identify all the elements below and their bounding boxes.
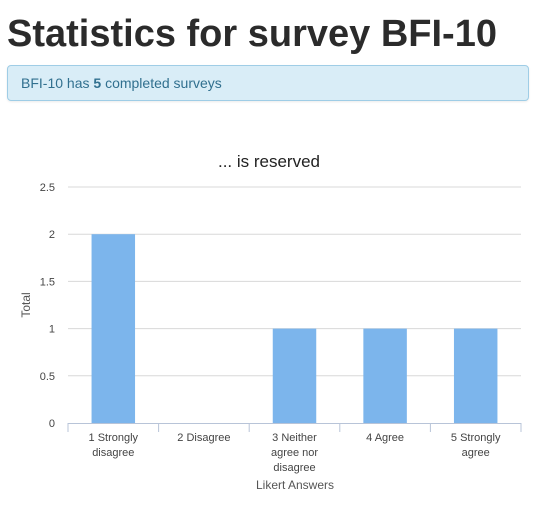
bar-chart: ... is reserved 0 0.5 1 1.5 2 2.5 1 Strongly d… [19, 152, 522, 492]
alert-prefix: BFI-10 has [21, 75, 90, 91]
x-tick-label: 3 Neither agree nor disagree [271, 432, 318, 474]
y-axis-tick-labels: 0 0.5 1 1.5 2 2.5 [40, 182, 55, 430]
chart-title: ... is reserved [218, 152, 320, 171]
completed-count: 5 [93, 75, 102, 91]
bar [272, 328, 317, 423]
bar [91, 234, 136, 423]
y-axis-label: Total [19, 292, 33, 317]
x-axis-tick-labels: 1 Strongly disagree 2 Disagree 3 Neither agr… [89, 432, 501, 474]
x-tick-label: 1 Strongly disagree [89, 432, 139, 459]
y-tick-label: 1.5 [40, 276, 55, 288]
y-tick-label: 2 [49, 229, 55, 241]
bar [453, 328, 498, 423]
gridlines [68, 186, 521, 377]
bars [91, 234, 498, 423]
page-title: Statistics for survey BFI-10 [7, 13, 497, 55]
x-axis-label: Likert Answers [256, 478, 334, 492]
completed-surveys-alert: BFI-10 has 5 completed surveys [7, 65, 529, 101]
y-tick-label: 0.5 [40, 371, 55, 383]
bar [363, 328, 407, 423]
y-tick-label: 0 [49, 418, 55, 430]
x-axis [67, 423, 522, 432]
x-tick-label: 5 Strongly agree [451, 432, 501, 459]
alert-suffix: completed surveys [105, 75, 222, 91]
y-tick-label: 1 [49, 324, 55, 336]
x-tick-label: 2 Disagree [177, 432, 230, 444]
y-tick-label: 2.5 [40, 182, 55, 194]
x-tick-label: 4 Agree [366, 432, 404, 444]
